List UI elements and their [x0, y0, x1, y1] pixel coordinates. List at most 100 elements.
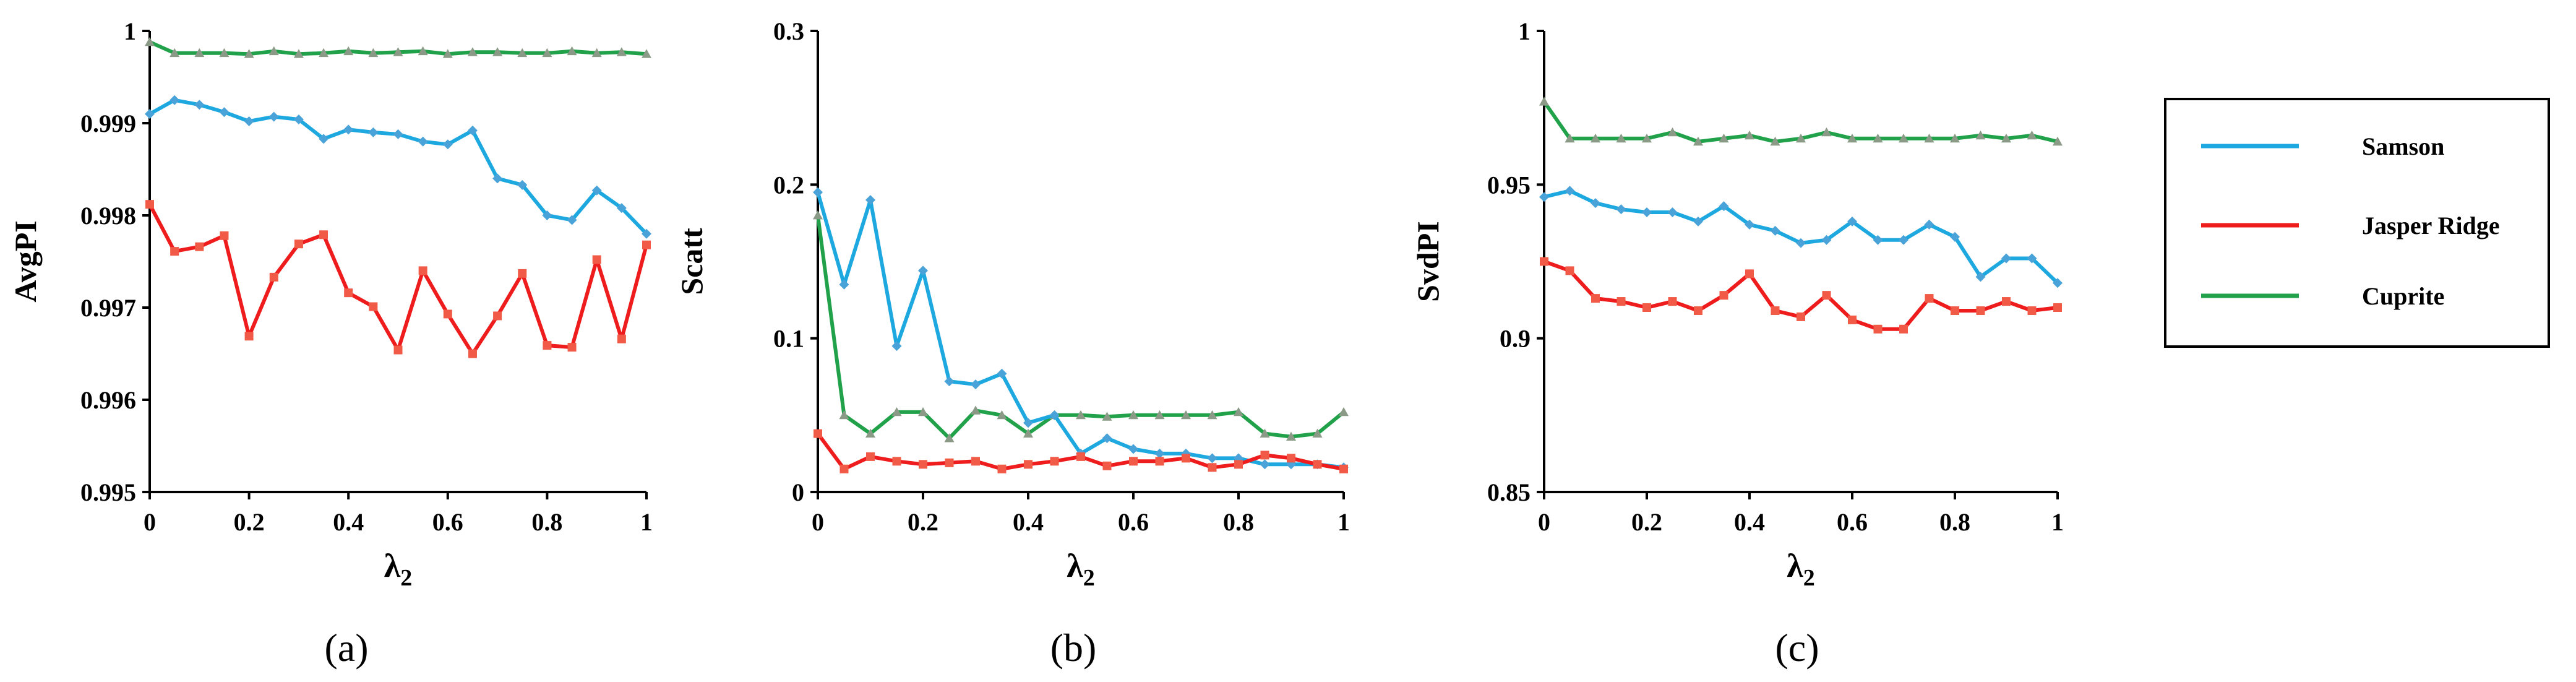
- data-point-jasper-ridge: [1899, 324, 1908, 334]
- y-axis-label: SvdPI: [1410, 221, 1445, 302]
- data-point-jasper-ridge: [1129, 457, 1138, 466]
- data-point-samson: [1796, 238, 1806, 248]
- data-point-cuprite: [368, 48, 379, 58]
- data-point-cuprite: [1076, 410, 1086, 420]
- x-tick-label: 0.8: [1223, 508, 1254, 536]
- chart-panel-a: 0.995 0.996 0.997 0.998 0.999 1 0 0.2 0.4 0.6 0.8 1…: [8, 17, 653, 670]
- x-tick-label: 1: [2051, 508, 2064, 536]
- y-axis-label: AvgPI: [8, 220, 43, 302]
- data-point-jasper-ridge: [1719, 291, 1728, 300]
- x-tick-label: 0.6: [1118, 508, 1149, 536]
- legend: Samson Jasper Ridge Cuprite: [2164, 98, 2550, 348]
- data-point-samson: [839, 279, 849, 290]
- y-tick-label: 0.85: [1487, 478, 1531, 506]
- data-point-samson: [918, 265, 928, 276]
- data-point-cuprite: [642, 49, 651, 58]
- x-tick-label: 0.4: [333, 508, 364, 536]
- data-point-jasper-ridge: [1642, 303, 1651, 312]
- data-point-cuprite: [865, 428, 875, 438]
- data-point-cuprite: [1565, 133, 1575, 143]
- data-point-jasper-ridge: [344, 288, 353, 298]
- data-point-cuprite: [567, 46, 577, 56]
- data-point-jasper-ridge: [369, 302, 378, 311]
- y-tick-label: 0.95: [1487, 171, 1531, 199]
- y-tick-label: 0.2: [773, 171, 804, 199]
- data-point-jasper-ridge: [997, 464, 1007, 473]
- data-point-samson: [971, 379, 981, 390]
- data-point-cuprite: [1821, 127, 1832, 137]
- legend-label-jasper-ridge: Jasper Ridge: [2362, 212, 2500, 240]
- y-tick-label: 1: [1518, 17, 1531, 45]
- data-point-jasper-ridge: [1182, 454, 1190, 463]
- data-point-samson: [1049, 410, 1060, 420]
- x-tick-label: 0.2: [908, 508, 938, 536]
- data-point-jasper-ridge: [393, 345, 403, 355]
- data-point-cuprite: [1339, 407, 1349, 417]
- data-point-cuprite: [467, 47, 478, 56]
- data-point-samson: [1745, 219, 1754, 230]
- data-point-cuprite: [1770, 136, 1780, 146]
- data-point-cuprite: [891, 407, 902, 417]
- data-point-jasper-ridge: [1234, 460, 1243, 469]
- data-point-jasper-ridge: [1102, 461, 1112, 470]
- data-point-cuprite: [542, 48, 552, 58]
- y-tick-label: 0.1: [773, 325, 804, 353]
- data-point-samson: [1873, 235, 1883, 245]
- data-point-cuprite: [1693, 136, 1703, 146]
- data-point-cuprite: [591, 48, 602, 58]
- data-point-cuprite: [997, 410, 1007, 420]
- data-point-jasper-ridge: [443, 309, 452, 319]
- data-point-samson: [2001, 253, 2011, 264]
- data-point-samson: [1821, 235, 1832, 245]
- data-point-cuprite: [1719, 133, 1729, 143]
- data-point-cuprite: [2053, 136, 2063, 146]
- y-tick-label: 0.3: [773, 17, 804, 45]
- legend-label-samson: Samson: [2362, 132, 2444, 160]
- y-tick-label: 0.997: [80, 294, 136, 322]
- x-tick-label: 0: [144, 508, 156, 536]
- data-point-jasper-ridge: [1771, 306, 1780, 315]
- data-point-samson: [418, 136, 428, 147]
- data-point-cuprite: [1286, 431, 1296, 441]
- data-point-cuprite: [1924, 133, 1934, 143]
- data-point-jasper-ridge: [1339, 464, 1348, 473]
- y-axis-label: Scatt: [674, 228, 709, 295]
- data-point-jasper-ridge: [617, 334, 626, 343]
- data-point-jasper-ridge: [1797, 312, 1805, 321]
- x-tick-label: 1: [640, 508, 653, 536]
- x-tick-label: 1: [1337, 508, 1350, 536]
- data-point-cuprite: [1181, 410, 1191, 420]
- data-point-jasper-ridge: [567, 343, 577, 352]
- data-point-samson: [194, 100, 205, 110]
- data-point-samson: [244, 116, 254, 127]
- data-point-jasper-ridge: [1313, 460, 1322, 469]
- data-point-jasper-ridge: [1260, 451, 1269, 460]
- panel-caption: (c): [1775, 626, 1819, 670]
- data-point-cuprite: [944, 433, 955, 442]
- data-point-cuprite: [244, 49, 254, 58]
- data-point-samson: [2053, 278, 2063, 288]
- data-point-jasper-ridge: [1287, 454, 1295, 463]
- data-point-samson: [1899, 235, 1908, 245]
- data-point-samson: [997, 368, 1007, 379]
- series-line-samson: [816, 191, 1344, 470]
- data-point-samson: [944, 376, 955, 387]
- data-point-jasper-ridge: [814, 429, 822, 438]
- x-tick-label: 0.8: [1939, 508, 1970, 536]
- data-point-samson: [1642, 207, 1652, 218]
- x-tick-label: 0: [812, 508, 824, 536]
- data-point-samson: [442, 139, 453, 150]
- x-axis-label: λ2: [1787, 547, 1815, 591]
- data-point-jasper-ridge: [418, 266, 427, 275]
- legend-label-cuprite: Cuprite: [2362, 282, 2444, 310]
- data-point-cuprite: [1873, 133, 1883, 143]
- data-point-jasper-ridge: [839, 464, 849, 473]
- data-point-samson: [2027, 253, 2037, 264]
- data-point-samson: [616, 203, 627, 214]
- data-point-jasper-ridge: [1050, 457, 1059, 466]
- data-point-jasper-ridge: [1540, 257, 1548, 266]
- y-tick-label: 0.995: [80, 478, 136, 506]
- data-point-cuprite: [1667, 127, 1678, 137]
- data-point-cuprite: [393, 47, 403, 56]
- data-point-jasper-ridge: [319, 230, 328, 240]
